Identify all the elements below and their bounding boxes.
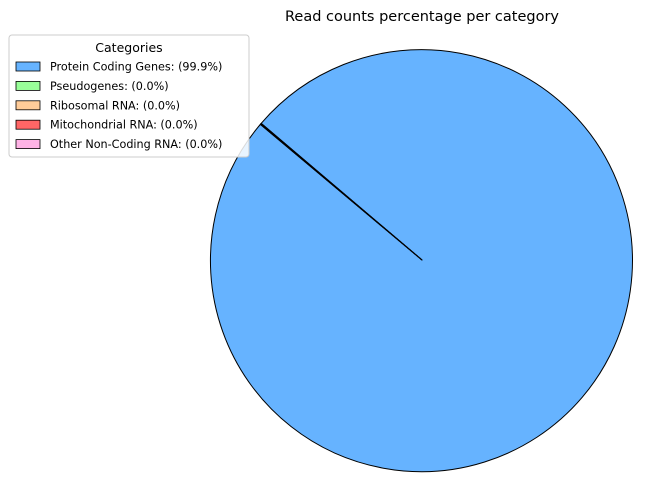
legend-swatch xyxy=(15,119,41,130)
legend-swatch xyxy=(15,139,41,150)
legend-label: Mitochondrial RNA: (0.0%) xyxy=(50,119,198,132)
pie-slice-other-non-coding-rna xyxy=(259,123,423,261)
legend-title: Categories xyxy=(95,40,162,55)
legend: Categories Protein Coding Genes: (99.9%)… xyxy=(8,34,250,158)
legend-swatch xyxy=(15,61,41,72)
legend-label: Pseudogenes: (0.0%) xyxy=(50,80,169,93)
legend-label: Other Non-Coding RNA: (0.0%) xyxy=(50,138,222,151)
legend-swatch xyxy=(15,100,41,111)
legend-label: Ribosomal RNA: (0.0%) xyxy=(50,99,180,112)
pie-slice-protein-coding-genes xyxy=(209,49,633,473)
chart-title: Read counts percentage per category xyxy=(285,9,559,25)
legend-label: Protein Coding Genes: (99.9%) xyxy=(50,61,222,74)
legend-items: Protein Coding Genes: (99.9%) Pseudogenes… xyxy=(15,61,222,151)
pie-slices xyxy=(209,49,633,473)
legend-frame xyxy=(8,34,250,158)
legend-swatch xyxy=(15,81,41,91)
